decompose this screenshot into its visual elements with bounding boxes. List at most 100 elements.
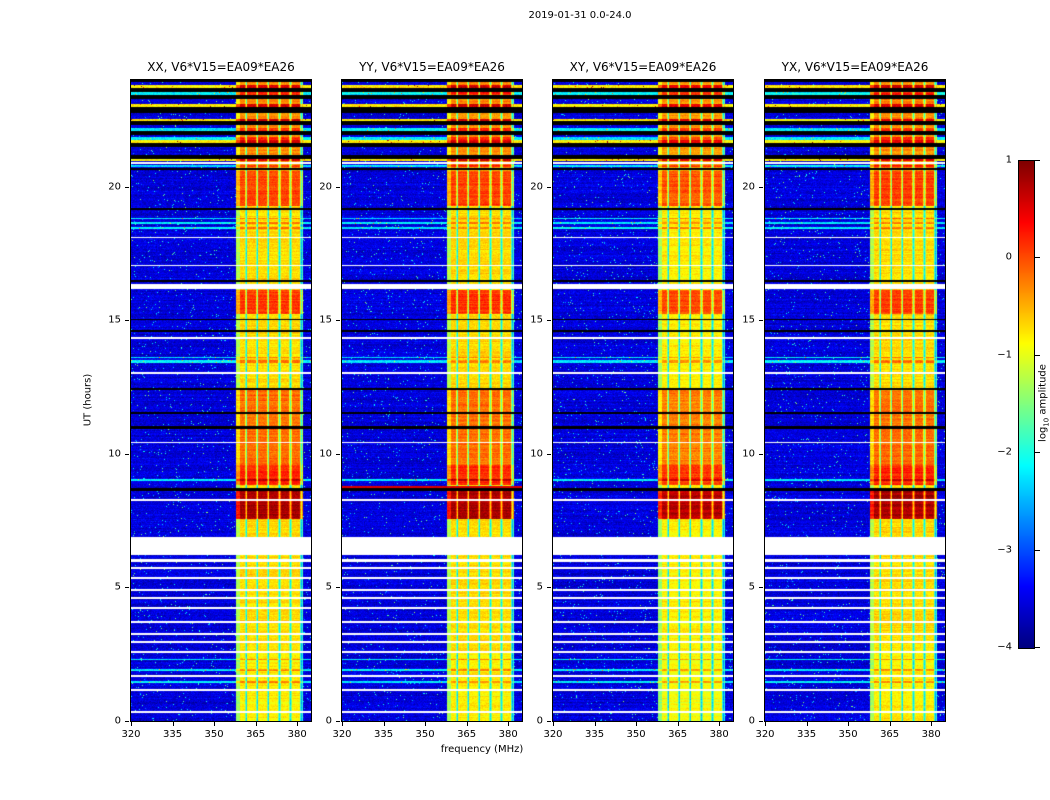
colorbar-label: log10 amplitude [1038,364,1050,442]
x-tick [384,722,385,726]
y-tick [125,721,129,722]
x-tick [467,722,468,726]
y-tick [336,587,340,588]
spectrogram-panel-xy [552,79,734,722]
x-tick-label: 380 [921,729,941,740]
x-tick-label: 320 [543,729,563,740]
y-tick-label: 20 [108,181,121,193]
spectrogram-panel-xx [130,79,312,722]
x-tick-label: 365 [457,729,477,740]
x-tick [131,722,132,726]
y-tick [547,320,551,321]
x-tick [425,722,426,726]
y-tick-label: 10 [319,448,332,460]
y-tick-label: 0 [536,715,543,727]
panel-title-xy: XY, V6*V15=EA09*EA26 [569,60,717,74]
x-tick [553,722,554,726]
y-tick-label: 10 [742,448,755,460]
x-tick [931,722,932,726]
x-tick-label: 335 [584,729,605,740]
y-tick [125,587,129,588]
x-tick-label: 380 [287,729,307,740]
x-tick-label: 350 [626,729,646,740]
y-tick-label: 5 [114,581,121,593]
y-tick-label: 0 [114,715,121,727]
x-tick-label: 380 [498,729,518,740]
y-tick-label: 0 [748,715,755,727]
colorbar-tick [1035,355,1040,356]
colorbar-tick [1035,550,1040,551]
x-tick [678,722,679,726]
y-tick [336,454,340,455]
x-tick-label: 350 [204,729,224,740]
y-tick [336,721,340,722]
x-tick-label: 320 [755,729,775,740]
colorbar-tick [1035,160,1040,161]
x-tick-label: 350 [415,729,435,740]
y-tick-label: 20 [319,181,332,193]
colorbar-tick-label: −4 [997,641,1012,653]
colorbar-tick-label: 1 [1005,154,1012,166]
y-tick [336,320,340,321]
y-tick-label: 5 [748,581,755,593]
y-tick-label: 15 [742,314,755,326]
x-tick-label: 335 [162,729,183,740]
panel-title-yx: YX, V6*V15=EA09*EA26 [781,60,929,74]
colorbar-tick-label: −1 [997,349,1012,361]
y-tick-label: 15 [108,314,121,326]
y-tick-label: 10 [108,448,121,460]
colorbar-tick [1035,452,1040,453]
x-tick [848,722,849,726]
x-tick-label: 320 [332,729,352,740]
y-tick-label: 20 [530,181,543,193]
x-tick [342,722,343,726]
x-tick [807,722,808,726]
colorbar-label-sub: 10 [1042,417,1050,427]
colorbar-tick [1035,257,1040,258]
y-tick [125,320,129,321]
colorbar [1018,160,1035,649]
x-tick [173,722,174,726]
spectrogram-panel-yx [764,79,946,722]
x-tick-label: 350 [838,729,858,740]
y-tick [759,320,763,321]
x-tick-label: 335 [796,729,817,740]
colorbar-label-prefix: log [1037,426,1049,442]
x-tick [595,722,596,726]
x-tick [508,722,509,726]
colorbar-tick-label: −3 [997,544,1012,556]
y-tick-label: 0 [325,715,332,727]
x-tick-label: 380 [709,729,729,740]
y-tick [547,187,551,188]
y-tick [125,187,129,188]
y-tick [125,454,129,455]
y-tick [547,587,551,588]
y-tick [759,721,763,722]
x-tick [890,722,891,726]
colorbar-label-suffix: amplitude [1037,364,1049,418]
x-tick [719,722,720,726]
x-axis-label: frequency (MHz) [440,744,524,755]
y-tick-label: 20 [742,181,755,193]
y-tick-label: 15 [530,314,543,326]
x-tick-label: 335 [373,729,394,740]
y-tick [759,587,763,588]
y-tick-label: 5 [325,581,332,593]
y-tick [759,187,763,188]
x-tick-label: 320 [121,729,141,740]
x-tick [214,722,215,726]
y-tick [759,454,763,455]
colorbar-tick-label: 0 [1005,251,1012,263]
spectrogram-panel-yy [341,79,523,722]
x-tick-label: 365 [880,729,900,740]
x-tick [765,722,766,726]
y-tick [547,721,551,722]
x-tick-label: 365 [246,729,266,740]
colorbar-tick-label: −2 [997,446,1012,458]
x-tick [256,722,257,726]
x-tick [297,722,298,726]
y-tick [336,187,340,188]
x-tick-label: 365 [668,729,688,740]
y-axis-label: UT (hours) [82,373,94,427]
